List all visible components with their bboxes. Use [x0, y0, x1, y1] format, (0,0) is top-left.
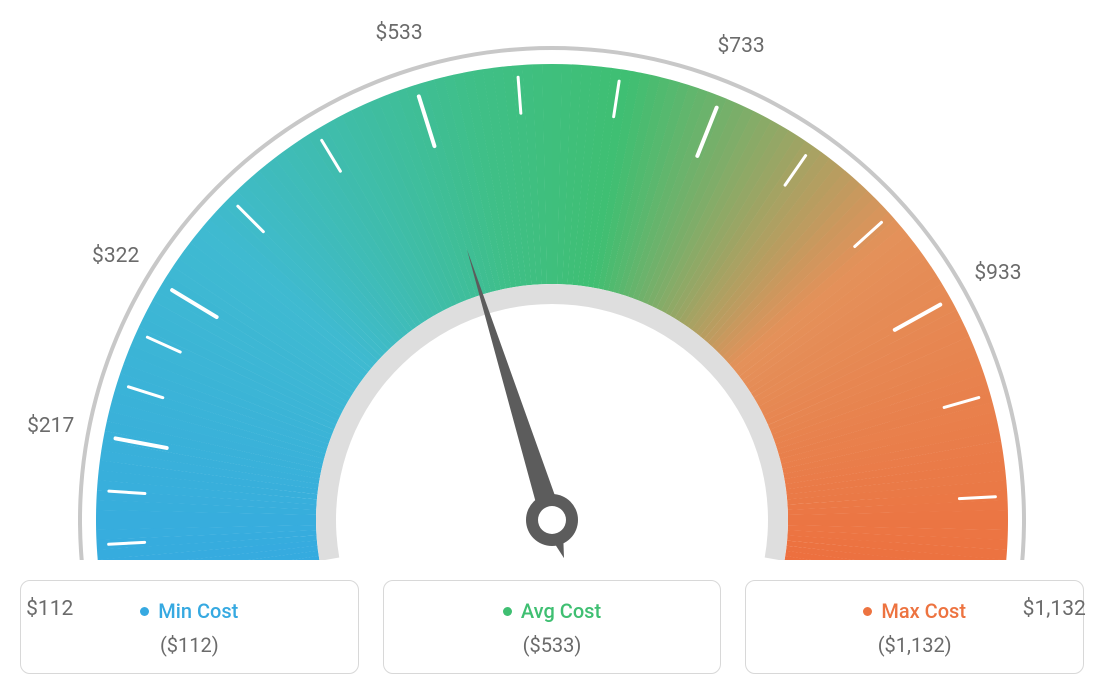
gauge-tick-label: $112 — [26, 597, 73, 621]
legend-value-min: ($112) — [31, 633, 348, 657]
legend-card-avg: Avg Cost ($533) — [383, 580, 722, 674]
gauge-tick-label: $933 — [974, 261, 1021, 285]
legend-title-min: Min Cost — [140, 599, 238, 623]
gauge-svg — [20, 20, 1084, 560]
gauge-tick-label: $1,132 — [1023, 597, 1086, 621]
legend-value-max: ($1,132) — [756, 633, 1073, 657]
legend-title-avg: Avg Cost — [503, 599, 601, 623]
gauge-tick-label: $733 — [717, 34, 764, 58]
gauge-tick-label: $533 — [375, 21, 422, 45]
legend-dot-max — [863, 607, 872, 616]
gauge-tick-label: $217 — [27, 414, 74, 438]
legend-value-avg: ($533) — [394, 633, 711, 657]
legend-card-max: Max Cost ($1,132) — [745, 580, 1084, 674]
legend-label-max: Max Cost — [881, 599, 966, 623]
legend-dot-min — [140, 607, 149, 616]
cost-gauge: $112$217$322$533$733$933$1,132 — [20, 20, 1084, 560]
legend-title-max: Max Cost — [863, 599, 966, 623]
legend-label-avg: Avg Cost — [521, 599, 601, 623]
legend-card-min: Min Cost ($112) — [20, 580, 359, 674]
gauge-tick-label: $322 — [92, 244, 139, 268]
legend: Min Cost ($112) Avg Cost ($533) Max Cost… — [20, 580, 1084, 674]
legend-label-min: Min Cost — [158, 599, 238, 623]
legend-dot-avg — [503, 607, 512, 616]
